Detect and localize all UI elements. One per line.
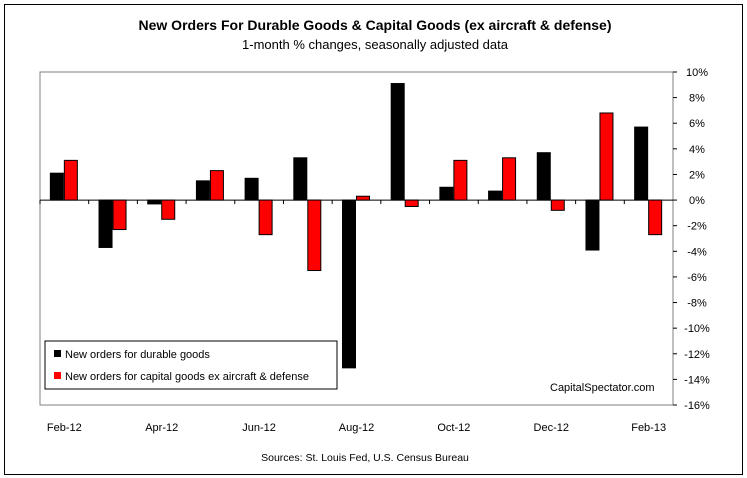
bar-durable-goods	[195, 180, 210, 201]
x-tick-label: Feb-12	[47, 422, 82, 434]
chart-title: New Orders For Durable Goods & Capital G…	[139, 17, 612, 33]
bar-capital-goods	[648, 199, 663, 236]
bar-durable-goods	[536, 152, 551, 201]
y-tick-label: -2%	[687, 221, 707, 233]
bar-durable-goods	[634, 126, 649, 201]
bar-capital-goods	[209, 170, 224, 201]
chart-source: Sources: St. Louis Fed, U.S. Census Bure…	[261, 452, 469, 464]
x-tick-label: Apr-12	[145, 422, 178, 434]
bar-capital-goods	[161, 199, 176, 220]
bar-capital-goods	[112, 199, 127, 231]
y-tick-label: -8%	[687, 298, 707, 310]
bar-capital-goods	[404, 199, 419, 207]
legend-label-durable: New orders for durable goods	[65, 349, 210, 361]
y-tick-label: 0%	[689, 195, 705, 207]
chart-annotation: CapitalSpectator.com	[550, 382, 655, 394]
bar-durable-goods	[390, 83, 405, 201]
y-tick-label: 10%	[686, 67, 708, 79]
chart-frame: New Orders For Durable Goods & Capital G…	[4, 4, 743, 475]
legend-label-capital: New orders for capital goods ex aircraft…	[65, 371, 309, 383]
bar-durable-goods	[147, 199, 162, 205]
x-axis: Feb-12 Apr-12 Jun-12 Aug-12 Oct-12 Dec-12 Feb-…	[39, 200, 666, 434]
x-tick-label: Feb-13	[631, 422, 666, 434]
y-tick-label: -12%	[684, 349, 710, 361]
y-tick-label: 2%	[689, 169, 705, 181]
y-tick-label: -4%	[687, 246, 707, 258]
bar-durable-goods	[98, 199, 113, 248]
x-tick-label: Aug-12	[339, 422, 374, 434]
bar-capital-goods	[453, 159, 468, 201]
bar-chart: New Orders For Durable Goods & Capital G…	[39, 17, 710, 464]
x-tick-label: Dec-12	[534, 422, 569, 434]
bar-durable-goods	[342, 199, 356, 369]
y-tick-label: -6%	[687, 272, 707, 284]
y-tick-label: -16%	[684, 400, 710, 412]
bar-durable-goods	[585, 199, 600, 251]
bar-capital-goods	[356, 195, 370, 201]
x-tick-label: Oct-12	[437, 422, 470, 434]
legend-swatch-durable	[54, 350, 61, 357]
bar-capital-goods	[307, 199, 322, 272]
bar-durable-goods	[488, 190, 503, 201]
bar-capital-goods	[63, 159, 78, 201]
bar-capital-goods	[599, 112, 614, 201]
legend: New orders for durable goods New orders …	[44, 340, 338, 390]
bars-group	[49, 83, 663, 369]
bar-durable-goods	[439, 186, 454, 201]
chart-subtitle: 1-month % changes, seasonally adjusted d…	[242, 37, 509, 52]
legend-box	[44, 340, 338, 390]
y-tick-label: 4%	[689, 144, 705, 156]
legend-swatch-capital	[54, 372, 61, 379]
y-tick-label: -10%	[684, 323, 710, 335]
bar-capital-goods	[550, 199, 565, 211]
bar-capital-goods	[258, 199, 273, 236]
y-tick-label: 8%	[689, 93, 705, 105]
y-tick-label: 6%	[689, 118, 705, 130]
bar-durable-goods	[49, 172, 64, 201]
bar-durable-goods	[293, 157, 308, 201]
y-tick-label: -14%	[684, 374, 710, 386]
x-tick-label: Jun-12	[242, 422, 276, 434]
bar-capital-goods	[502, 157, 517, 201]
bar-durable-goods	[244, 177, 259, 201]
